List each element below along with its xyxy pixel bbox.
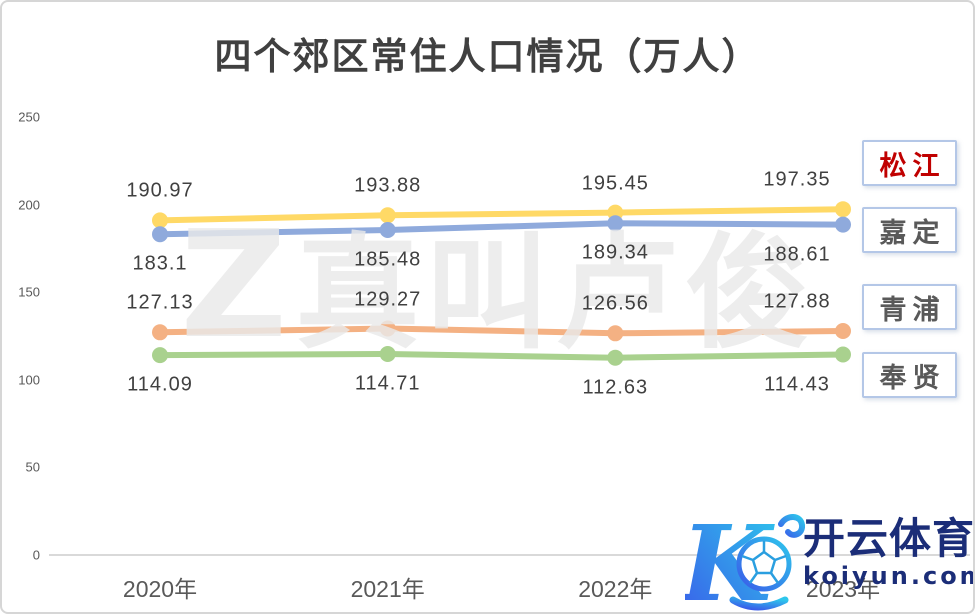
x-tick-label: 2021年 (350, 576, 425, 602)
marker-奉贤 (607, 349, 624, 366)
marker-青浦 (152, 324, 168, 341)
koiyun-k-ball-icon: K (685, 508, 805, 612)
marker-嘉定 (152, 226, 168, 243)
x-tick-label: 2023年 (805, 576, 881, 602)
x-axis-line (49, 554, 970, 556)
chart-title: 四个郊区常住人口情况（万人） (214, 34, 761, 78)
legend-item-奉贤: 奉贤 (862, 352, 957, 398)
marker-松江 (379, 207, 396, 224)
y-tick-label: 50 (25, 459, 40, 475)
marker-松江 (152, 212, 168, 229)
marker-嘉定 (607, 215, 624, 232)
marker-奉贤 (152, 347, 168, 364)
x-tick-label: 2020年 (122, 576, 198, 602)
marker-奉贤 (835, 346, 851, 363)
line-series-青浦 (157, 325, 846, 337)
marker-青浦 (379, 320, 396, 337)
y-tick-label: 100 (18, 372, 40, 388)
y-tick-label: 0 (32, 547, 40, 563)
line-series-嘉定 (157, 220, 846, 238)
logo-domain-text: koiyun.com (803, 562, 975, 590)
legend-item-松江: 松江 (862, 140, 957, 186)
legend-item-嘉定: 嘉定 (862, 207, 957, 253)
logo-brand-text: 开云体育 (803, 514, 975, 563)
marker-嘉定 (379, 222, 396, 238)
y-tick-label: 200 (18, 197, 40, 213)
marker-松江 (835, 201, 851, 218)
line-series-奉贤 (157, 350, 846, 361)
legend-item-青浦: 青浦 (862, 284, 957, 330)
x-tick-label: 2022年 (578, 576, 653, 602)
marker-嘉定 (835, 216, 851, 233)
y-tick-label: 250 (18, 109, 40, 125)
marker-青浦 (607, 325, 624, 342)
koiyun-logo[interactable]: K 开云体育 koiyun.com (685, 506, 975, 612)
marker-奉贤 (379, 346, 396, 362)
y-tick-label: 150 (18, 284, 40, 300)
marker-青浦 (835, 323, 851, 339)
logo-text-block: 开云体育 koiyun.com (803, 514, 975, 591)
line-series-松江 (157, 206, 846, 224)
